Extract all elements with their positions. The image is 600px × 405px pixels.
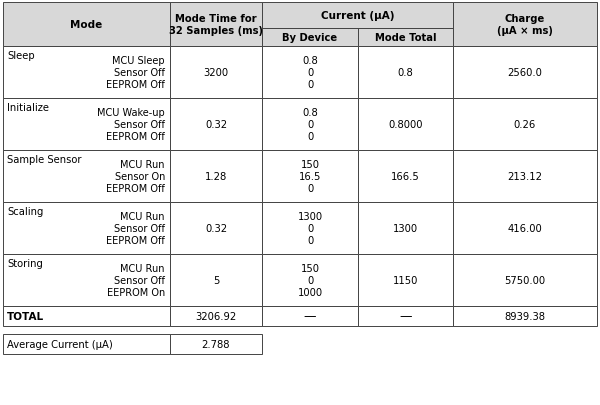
Text: 166.5: 166.5 xyxy=(391,172,420,181)
Text: Sleep: Sleep xyxy=(7,51,35,61)
Bar xyxy=(358,306,453,326)
Bar xyxy=(262,202,358,254)
Text: 150
0
1000: 150 0 1000 xyxy=(298,264,323,297)
Text: 416.00: 416.00 xyxy=(508,224,542,233)
Text: MCU Wake-up
Sensor Off
EEPROM Off: MCU Wake-up Sensor Off EEPROM Off xyxy=(97,108,165,141)
Bar xyxy=(262,151,358,202)
Bar xyxy=(262,306,358,326)
Bar xyxy=(262,47,358,99)
Bar xyxy=(358,99,453,151)
Text: 0.32: 0.32 xyxy=(205,224,227,233)
Text: 2.788: 2.788 xyxy=(202,339,230,349)
Text: 3206.92: 3206.92 xyxy=(196,311,236,321)
Text: 2560.0: 2560.0 xyxy=(508,68,542,78)
Text: MCU Run
Sensor Off
EEPROM On: MCU Run Sensor Off EEPROM On xyxy=(107,264,165,297)
Text: 3200: 3200 xyxy=(203,68,229,78)
Bar xyxy=(3,334,170,354)
Text: Scaling: Scaling xyxy=(7,207,43,216)
Bar xyxy=(170,202,262,254)
Bar xyxy=(453,99,597,151)
Text: 0.8
0
0: 0.8 0 0 xyxy=(302,108,318,141)
Bar xyxy=(170,306,262,326)
Bar xyxy=(262,254,358,306)
Bar xyxy=(3,151,170,202)
Text: 150
16.5
0: 150 16.5 0 xyxy=(299,160,321,193)
Text: —: — xyxy=(304,310,316,323)
Bar xyxy=(3,47,170,99)
Bar xyxy=(3,202,170,254)
Text: Mode Time for
32 Samples (ms): Mode Time for 32 Samples (ms) xyxy=(169,14,263,36)
Text: Sample Sensor: Sample Sensor xyxy=(7,155,82,164)
Bar xyxy=(170,254,262,306)
Text: —: — xyxy=(399,310,412,323)
Bar xyxy=(170,99,262,151)
Bar xyxy=(170,47,262,99)
Bar xyxy=(3,3,170,47)
Text: 0.26: 0.26 xyxy=(514,120,536,130)
Bar xyxy=(453,3,597,47)
Text: 1300
0
0: 1300 0 0 xyxy=(298,212,323,245)
Text: MCU Run
Sensor Off
EEPROM Off: MCU Run Sensor Off EEPROM Off xyxy=(106,212,165,245)
Text: MCU Sleep
Sensor Off
EEPROM Off: MCU Sleep Sensor Off EEPROM Off xyxy=(106,56,165,90)
Bar xyxy=(3,254,170,306)
Bar xyxy=(3,99,170,151)
Bar xyxy=(358,151,453,202)
Bar xyxy=(453,254,597,306)
Bar xyxy=(358,47,453,99)
Text: Initialize: Initialize xyxy=(7,103,49,113)
Bar xyxy=(262,3,453,29)
Text: 213.12: 213.12 xyxy=(508,172,542,181)
Text: By Device: By Device xyxy=(283,33,338,43)
Text: TOTAL: TOTAL xyxy=(7,311,44,321)
Text: 8939.38: 8939.38 xyxy=(505,311,545,321)
Text: 5750.00: 5750.00 xyxy=(505,275,545,285)
Bar xyxy=(170,3,262,47)
Bar xyxy=(170,334,262,354)
Text: 5: 5 xyxy=(213,275,219,285)
Bar xyxy=(358,254,453,306)
Bar xyxy=(453,306,597,326)
Bar xyxy=(3,306,170,326)
Text: 1300: 1300 xyxy=(393,224,418,233)
Text: 1150: 1150 xyxy=(393,275,418,285)
Bar xyxy=(262,99,358,151)
Text: MCU Run
Sensor On
EEPROM Off: MCU Run Sensor On EEPROM Off xyxy=(106,160,165,193)
Bar xyxy=(453,47,597,99)
Text: Current (μA): Current (μA) xyxy=(321,11,394,21)
Bar xyxy=(262,29,358,47)
Text: Mode Total: Mode Total xyxy=(375,33,436,43)
Text: 0.32: 0.32 xyxy=(205,120,227,130)
Text: 0.8
0
0: 0.8 0 0 xyxy=(302,56,318,90)
Bar xyxy=(453,151,597,202)
Text: 1.28: 1.28 xyxy=(205,172,227,181)
Bar xyxy=(358,202,453,254)
Text: Average Current (μA): Average Current (μA) xyxy=(7,339,113,349)
Bar xyxy=(358,29,453,47)
Bar xyxy=(453,202,597,254)
Text: Mode: Mode xyxy=(70,20,103,30)
Bar xyxy=(170,151,262,202)
Text: Storing: Storing xyxy=(7,258,43,269)
Text: 0.8: 0.8 xyxy=(398,68,413,78)
Text: Charge
(μA × ms): Charge (μA × ms) xyxy=(497,14,553,36)
Text: 0.8000: 0.8000 xyxy=(388,120,423,130)
